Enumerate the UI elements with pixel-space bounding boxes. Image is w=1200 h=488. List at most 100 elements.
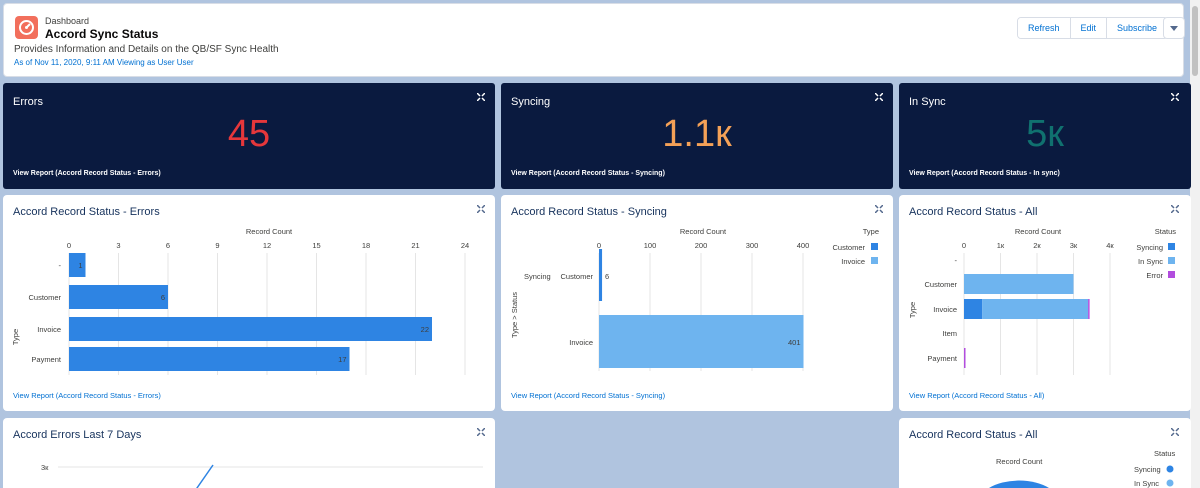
bar-segment: [964, 274, 1074, 294]
view-report-link[interactable]: View Report (Accord Record Status - Erro…: [13, 391, 161, 400]
expand-icon[interactable]: [1171, 428, 1179, 436]
y-tick-label: Invoice: [569, 338, 593, 347]
scrollbar-thumb[interactable]: [1192, 6, 1198, 76]
y-axis-title: Type: [908, 302, 917, 318]
y-tick-label: Item: [942, 329, 957, 338]
data-label: 6: [161, 293, 165, 302]
refresh-button[interactable]: Refresh: [1018, 18, 1071, 38]
kpi-title: Syncing: [511, 96, 551, 108]
data-label: 22: [421, 325, 429, 334]
group-label: Syncing: [524, 272, 551, 281]
bar-segment: [1088, 299, 1090, 319]
breadcrumb[interactable]: Dashboard: [45, 16, 90, 26]
kpi-value: 1.1к: [662, 113, 732, 155]
view-report-link[interactable]: View Report (Accord Record Status - In s…: [909, 170, 1060, 177]
bar: [69, 317, 432, 341]
y-tick-label: Customer: [924, 280, 957, 289]
data-label: 6: [605, 272, 609, 281]
y-tick-label: Customer: [560, 272, 593, 281]
x-tick-label: 200: [695, 241, 708, 250]
bar: [599, 315, 804, 368]
errors-last-7-days-card: Accord Errors Last 7 Days 3к: [3, 418, 495, 488]
x-tick-label: 4к: [1106, 241, 1114, 250]
errors-chart-card: Accord Record Status - Errors Record Cou…: [3, 195, 495, 411]
legend-title: Status: [1154, 449, 1176, 458]
x-axis-title: Record Count: [1015, 227, 1062, 236]
legend-label: Invoice: [841, 257, 865, 266]
view-report-link[interactable]: View Report (Accord Record Status - Sync…: [511, 391, 666, 400]
donut-segment: [989, 480, 1049, 488]
edit-button[interactable]: Edit: [1070, 18, 1108, 38]
y-tick-label: Invoice: [37, 325, 61, 334]
legend-label: Syncing: [1134, 465, 1161, 474]
y-tick-label: Customer: [28, 293, 61, 302]
y-tick-label: Payment: [927, 354, 958, 363]
card-title: Accord Record Status - All: [909, 429, 1038, 441]
view-report-link[interactable]: View Report (Accord Record Status - All): [909, 391, 1045, 400]
y-tick-label: -: [955, 256, 958, 265]
data-label: 1: [78, 261, 82, 270]
legend-swatch: [1168, 271, 1175, 278]
trend-line: [196, 464, 214, 488]
kpi-errors-card: Errors 45 View Report (Accord Record Sta…: [3, 83, 495, 189]
y-tick-label: Payment: [31, 355, 62, 364]
x-tick-label: 2к: [1033, 241, 1041, 250]
view-report-link[interactable]: View Report (Accord Record Status - Sync…: [511, 170, 665, 177]
x-tick-label: 300: [746, 241, 759, 250]
y-tick-label: Invoice: [933, 305, 957, 314]
kpi-in-sync-card: In Sync 5к View Report (Accord Record St…: [899, 83, 1191, 189]
legend-swatch: [1166, 479, 1174, 487]
legend-swatch: [1166, 465, 1174, 473]
x-tick-label: 18: [362, 241, 370, 250]
card-title: Accord Record Status - Errors: [13, 206, 160, 218]
kpi-title: Errors: [13, 96, 43, 108]
view-report-link[interactable]: View Report (Accord Record Status - Erro…: [13, 170, 161, 177]
syncing-bar-chart: Record Count 0 100 200 300 400 Type > Status Sy…: [510, 227, 879, 371]
card-title: Accord Record Status - All: [909, 206, 1038, 218]
x-tick-label: 21: [411, 241, 419, 250]
legend-swatch: [1168, 257, 1175, 264]
expand-icon[interactable]: [477, 93, 485, 101]
x-tick-label: 15: [312, 241, 320, 250]
x-tick-label: 0: [597, 241, 601, 250]
bar: [69, 285, 168, 309]
legend-label: Error: [1146, 271, 1163, 280]
all-chart-card: Accord Record Status - All Record Count 0…: [899, 195, 1191, 411]
bar: [69, 253, 86, 277]
x-tick-label: 9: [215, 241, 219, 250]
x-tick-label: 100: [644, 241, 657, 250]
legend-title: Status: [1155, 227, 1177, 236]
card-title: Accord Errors Last 7 Days: [13, 429, 142, 441]
expand-icon[interactable]: [477, 428, 485, 436]
legend-label: Syncing: [1136, 243, 1163, 252]
measure-label: Record Count: [996, 457, 1043, 466]
y-axis-title: Type > Status: [510, 292, 519, 338]
page-subtitle: Provides Information and Details on the …: [14, 44, 279, 55]
x-tick-label: 400: [797, 241, 810, 250]
x-tick-label: 6: [166, 241, 170, 250]
y-axis-title: Type: [11, 329, 20, 345]
legend-swatch: [1168, 243, 1175, 250]
expand-icon[interactable]: [477, 205, 485, 213]
subscribe-button[interactable]: Subscribe: [1107, 18, 1168, 38]
expand-icon[interactable]: [875, 205, 883, 213]
expand-icon[interactable]: [1171, 93, 1179, 101]
kpi-title: In Sync: [909, 96, 946, 108]
bar-segment: [982, 299, 1089, 319]
bar: [69, 347, 350, 371]
header-button-group: Refresh Edit Subscribe: [1017, 17, 1169, 39]
kpi-syncing-card: Syncing 1.1к View Report (Accord Record …: [501, 83, 893, 189]
x-axis-title: Record Count: [246, 227, 293, 236]
y-tick-label: -: [59, 261, 62, 270]
expand-icon[interactable]: [1171, 205, 1179, 213]
as-of-timestamp: As of Nov 11, 2020, 9:11 AM Viewing as U…: [14, 58, 194, 67]
scrollbar[interactable]: [1190, 0, 1200, 488]
x-tick-label: 0: [67, 241, 71, 250]
legend-swatch: [871, 257, 878, 264]
dashboard-header: Dashboard Accord Sync Status Provides In…: [3, 3, 1185, 77]
bar: [599, 249, 603, 301]
page-title: Accord Sync Status: [45, 27, 159, 41]
more-actions-dropdown[interactable]: [1163, 17, 1185, 39]
bar-segment: [964, 348, 966, 368]
expand-icon[interactable]: [875, 93, 883, 101]
